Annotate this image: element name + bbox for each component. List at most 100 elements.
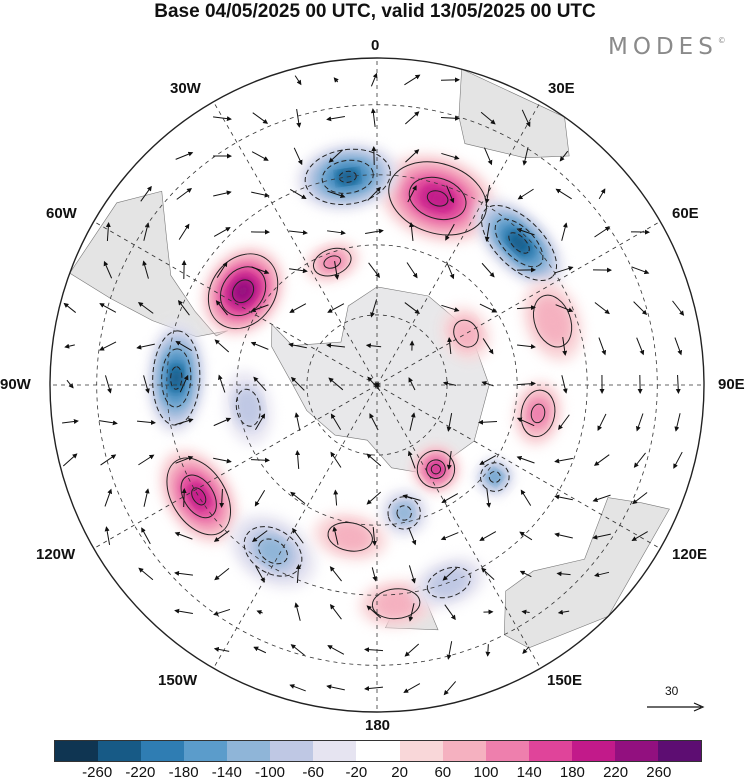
wind-vector — [251, 191, 270, 198]
anomaly-contour — [520, 389, 556, 438]
anomaly-shading — [237, 284, 250, 298]
wind-vector — [214, 567, 230, 581]
wind-vector — [367, 186, 381, 201]
anomaly-shading — [512, 236, 526, 250]
wind-vector — [405, 149, 420, 163]
wind-vector — [598, 188, 606, 200]
wind-vector — [364, 647, 384, 653]
lon-label-60w: 60W — [46, 205, 77, 222]
wind-vector — [594, 226, 611, 238]
anomaly-contour — [166, 457, 232, 536]
wind-vector — [519, 570, 532, 578]
wind-vector — [408, 377, 416, 391]
anomaly-contour — [387, 496, 421, 530]
colorbar-labels: -260 -220 -180 -140 -100 -60 -20 20 60 100 140 180 2… — [54, 764, 702, 782]
wind-vector — [213, 190, 232, 197]
wind-vector — [516, 417, 535, 427]
wind-vector — [674, 337, 683, 356]
wind-vector — [554, 494, 573, 501]
wind-vector — [136, 343, 155, 350]
wind-vector — [516, 305, 536, 311]
reference-arrow-icon — [647, 702, 705, 712]
anomaly-contour — [327, 521, 373, 552]
wind-vector — [364, 685, 384, 691]
wind-vector — [215, 300, 228, 316]
colorbar-tick-label: 180 — [559, 764, 585, 781]
wind-vector — [484, 185, 491, 204]
wind-vector — [561, 222, 568, 241]
wind-vector — [213, 646, 230, 652]
colorbar-tick-label: 100 — [473, 764, 499, 781]
anomaly-contour — [207, 253, 279, 330]
wind-vector — [672, 300, 685, 316]
geopotential-anomaly-field — [148, 143, 583, 628]
wind-vector — [404, 111, 420, 125]
colorbar-segment — [356, 741, 400, 761]
wind-vector — [516, 381, 536, 387]
anomaly-contour — [532, 294, 573, 348]
lon-label-30w: 30W — [170, 80, 201, 97]
wind-vector — [403, 683, 421, 693]
land-polygon — [503, 497, 670, 649]
colorbar-tick-label: 220 — [603, 764, 629, 781]
wind-vector — [328, 377, 344, 391]
wind-vector — [174, 570, 193, 576]
anomaly-shading — [541, 306, 564, 336]
wind-vector — [444, 604, 456, 621]
wind-vector — [143, 222, 150, 241]
map-boundary — [49, 57, 705, 713]
wind-vector — [62, 419, 79, 424]
wind-vector — [254, 490, 266, 507]
colorbar-segment — [98, 741, 142, 761]
colorbar-tick-label: 20 — [391, 764, 408, 781]
anomaly-contour — [170, 366, 183, 390]
wind-vector — [522, 646, 530, 654]
wind-vector — [481, 262, 495, 278]
wind-vector — [519, 531, 533, 541]
wind-vector — [104, 375, 112, 394]
wind-vector — [631, 531, 648, 541]
wind-vector — [483, 147, 493, 166]
wind-vector — [371, 567, 378, 582]
wind-vector — [294, 602, 301, 621]
lon-label-150e: 150E — [547, 672, 583, 689]
wind-vector — [479, 455, 497, 465]
lon-label-90w: 90W — [0, 376, 31, 393]
wind-vector — [253, 376, 267, 392]
wind-vector — [636, 337, 645, 356]
wind-vector — [556, 571, 571, 577]
wind-vector — [365, 343, 382, 349]
colorbar-tick-label: -220 — [125, 764, 156, 781]
anomaly-contour — [219, 266, 267, 317]
map-title: Base 04/05/2025 00 UTC, valid 13/05/2025… — [154, 1, 596, 22]
wind-vector — [441, 493, 459, 503]
latitude-circle — [236, 244, 518, 526]
anomaly-shading — [335, 527, 366, 547]
wind-vector — [140, 185, 152, 202]
wind-vector — [289, 230, 308, 236]
land-polygon — [69, 190, 228, 337]
copyright-mark: © — [717, 36, 726, 45]
colorbar-segment — [571, 741, 615, 761]
anomaly-shading — [427, 190, 448, 207]
anomaly-contours — [152, 148, 573, 620]
wind-vector — [104, 526, 111, 545]
meridian-line — [376, 384, 541, 669]
wind-vector — [516, 228, 535, 236]
land-polygon — [271, 286, 490, 475]
lon-label-150w: 150W — [158, 672, 198, 689]
colorbar-segment — [313, 741, 357, 761]
anomaly-contour — [430, 464, 442, 475]
wind-vector — [329, 604, 342, 620]
wind-vector — [105, 222, 111, 242]
wind-vector — [330, 451, 342, 468]
meridian-line — [213, 101, 378, 386]
wind-vector — [517, 188, 534, 200]
anomaly-contour — [180, 474, 217, 519]
wind-vector — [136, 419, 156, 425]
colorbar-tick-label: 60 — [434, 764, 452, 781]
wind-vectors — [62, 72, 685, 696]
wind-vector — [66, 379, 74, 389]
wind-vector — [520, 489, 532, 506]
wind-vector — [255, 565, 265, 583]
